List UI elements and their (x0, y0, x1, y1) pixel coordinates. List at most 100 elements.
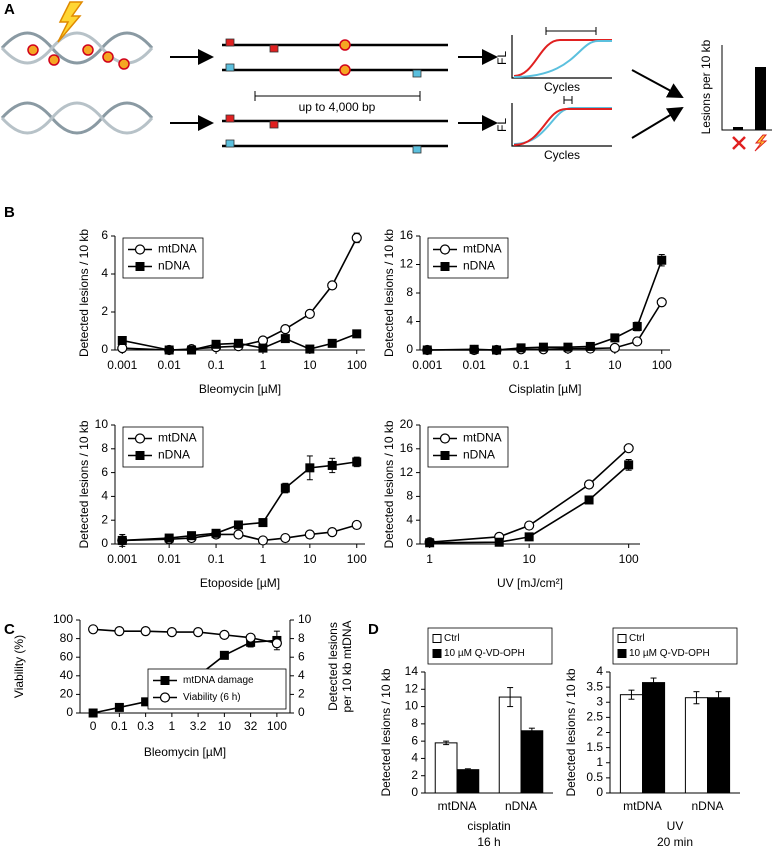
marker (280, 334, 290, 344)
marker (233, 338, 243, 348)
axis-label: Cycles (544, 80, 580, 94)
y-tick-label: 12 (400, 257, 414, 271)
legend-marker (134, 433, 146, 444)
y-tick-label: 8 (406, 489, 413, 503)
y-tick-label: 0 (411, 785, 418, 799)
axis-label: FL (495, 51, 509, 65)
marker (211, 339, 221, 349)
marker (233, 520, 243, 530)
y-tick-label: 4 (596, 664, 603, 678)
y-tick-label: 0.5 (586, 770, 603, 784)
y-tick-label: 2 (411, 768, 418, 782)
marker (305, 463, 315, 473)
legend-label: nDNA (463, 259, 495, 273)
legend-box (147, 668, 287, 710)
y-tick-label: 0 (596, 785, 603, 799)
marker (211, 528, 221, 538)
y-tick-label: 16 (400, 228, 414, 242)
marker (187, 345, 197, 355)
legend-label: 10 µM Q-VD-OPH (444, 648, 525, 659)
marker (304, 308, 315, 319)
y-tick-label: 40 (60, 668, 74, 682)
marker (516, 343, 526, 353)
panel-label: C (4, 621, 15, 638)
x-tick-label: 0.1 (513, 358, 530, 372)
legend-marker (439, 244, 451, 255)
panel-a: A up to 4,000 bp (0, 1, 772, 162)
y-tick-label: 4 (411, 751, 418, 765)
x-tick-label: nDNA (505, 799, 537, 813)
x-axis-label: Bleomycin [µM] (199, 382, 281, 396)
legend-marker (440, 262, 450, 271)
marker (166, 626, 177, 638)
panel-label: A (4, 1, 15, 18)
x-tick-label: 0.01 (157, 358, 181, 372)
x-tick-label: 0.1 (208, 552, 225, 566)
y-axis-label: Detected lesions / 10 kb (379, 668, 393, 796)
series-line (427, 259, 663, 351)
y-axis-label: Detected lesions / 10 kb (77, 229, 91, 357)
bar (434, 742, 458, 794)
legend-swatch (432, 649, 442, 658)
marker (280, 324, 291, 335)
x-tick-label: 100 (347, 358, 367, 372)
lesion-icons (27, 44, 130, 70)
legend-label: Viability (6 h) (183, 692, 241, 703)
y-tick-label: 6 (101, 228, 108, 242)
legend-marker (159, 692, 171, 703)
series-line (122, 524, 357, 542)
marker (219, 629, 230, 640)
legend-label: mtDNA damage (183, 675, 254, 686)
y-tick-label: 1.5 (586, 740, 603, 754)
marker (425, 538, 435, 548)
x-tick-label: 1 (169, 719, 176, 733)
y-tick-label: 3 (596, 694, 603, 708)
lesion-icons (339, 39, 351, 76)
y2-tick-label: 2 (298, 687, 305, 701)
result-chart (721, 45, 772, 152)
y-tick-label: 4 (406, 512, 413, 526)
x-tick-label: 0.3 (137, 719, 154, 733)
bar (707, 697, 731, 794)
x-tick-label: 100 (267, 719, 287, 733)
y-tick-label: 0 (101, 342, 108, 356)
legend-box (122, 237, 204, 279)
bar (456, 769, 480, 794)
y-tick-label: 20 (400, 417, 414, 431)
marker (193, 626, 204, 638)
dna-helix (0, 31, 154, 135)
x-axis-label: 16 h (477, 835, 500, 849)
marker (657, 255, 667, 265)
legend-label: nDNA (158, 448, 190, 462)
marker (469, 344, 479, 354)
y-tick-label: 80 (60, 631, 74, 645)
x-tick-label: 100 (652, 358, 672, 372)
arrow (631, 69, 684, 98)
y-tick-label: 6 (101, 465, 108, 479)
legend-marker (134, 244, 146, 255)
y-tick-label: 8 (411, 716, 418, 730)
marker (624, 460, 634, 470)
y-tick-label: 16 (400, 441, 414, 455)
bar (619, 694, 644, 794)
x-tick-label: mtDNA (623, 799, 662, 813)
y-tick-label: 1 (596, 755, 603, 769)
marker (351, 519, 362, 531)
marker (280, 483, 290, 493)
x-tick-label: 3.2 (190, 719, 207, 733)
marker (187, 531, 197, 541)
axis-label: Cycles (544, 148, 580, 162)
marker (114, 626, 125, 637)
x-tick-label: 1 (426, 552, 433, 566)
marker (352, 457, 362, 467)
marker (632, 321, 642, 331)
primers (225, 38, 422, 154)
y-axis-label: Detected lesions / 10 kb (77, 420, 91, 548)
series-line (122, 333, 358, 351)
x-tick-label: nDNA (691, 799, 723, 813)
legend-swatch (432, 634, 442, 643)
qpcr-plot (511, 27, 612, 147)
x-tick-label: 10 (303, 552, 317, 566)
marker (140, 626, 151, 637)
